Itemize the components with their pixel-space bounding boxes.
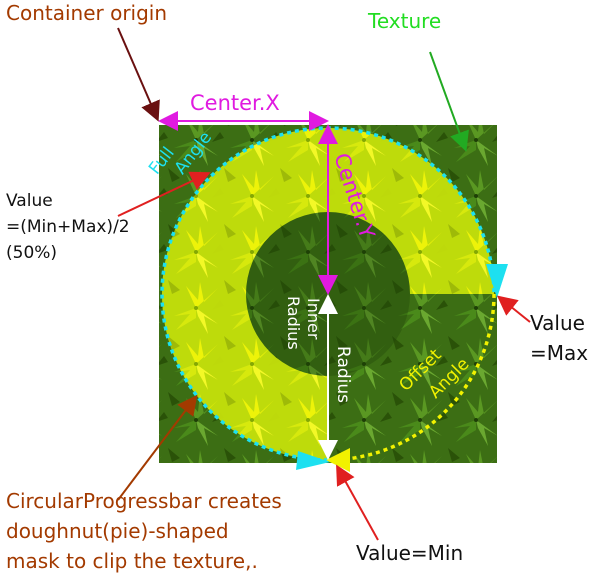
full-angle-arc bbox=[160, 126, 496, 462]
caption-line3: mask to clip the texture,. bbox=[6, 549, 258, 573]
full-angle-arrowhead-start bbox=[296, 451, 330, 470]
progress-doughnut-shade bbox=[162, 128, 494, 460]
container-origin-label: Container origin bbox=[6, 1, 167, 25]
full-angle-arrowhead-end bbox=[486, 264, 508, 298]
center-x-label: Center.X bbox=[190, 91, 280, 115]
caption-arrow bbox=[117, 394, 198, 501]
inner-radius-label-line2: Radius bbox=[284, 296, 303, 350]
texture-arrow bbox=[429, 51, 469, 152]
container-origin-arrow bbox=[117, 27, 160, 122]
value-max-arrow bbox=[496, 295, 531, 323]
inner-radius-label-line1: Inner bbox=[304, 298, 323, 340]
offset-angle-arc bbox=[327, 293, 496, 462]
value-min-label: Value=Min bbox=[356, 541, 463, 565]
value-min-arrow bbox=[336, 464, 379, 541]
value-mid-arrow bbox=[117, 171, 211, 217]
value-max-label-line2: =Max bbox=[530, 341, 588, 365]
texture-label: Texture bbox=[367, 9, 441, 33]
caption-line1: CircularProgressbar creates bbox=[6, 489, 282, 513]
value-mid-label-line3: (50%) bbox=[6, 243, 57, 263]
caption-line2: doughnut(pie)-shaped bbox=[6, 519, 229, 543]
value-mid-label-line1: Value bbox=[6, 191, 53, 211]
progress-doughnut bbox=[162, 128, 494, 460]
value-max-label-line1: Value bbox=[530, 311, 585, 335]
radius-label: Radius bbox=[333, 346, 353, 403]
value-mid-label-line2: =(Min+Max)/2 bbox=[6, 217, 130, 237]
